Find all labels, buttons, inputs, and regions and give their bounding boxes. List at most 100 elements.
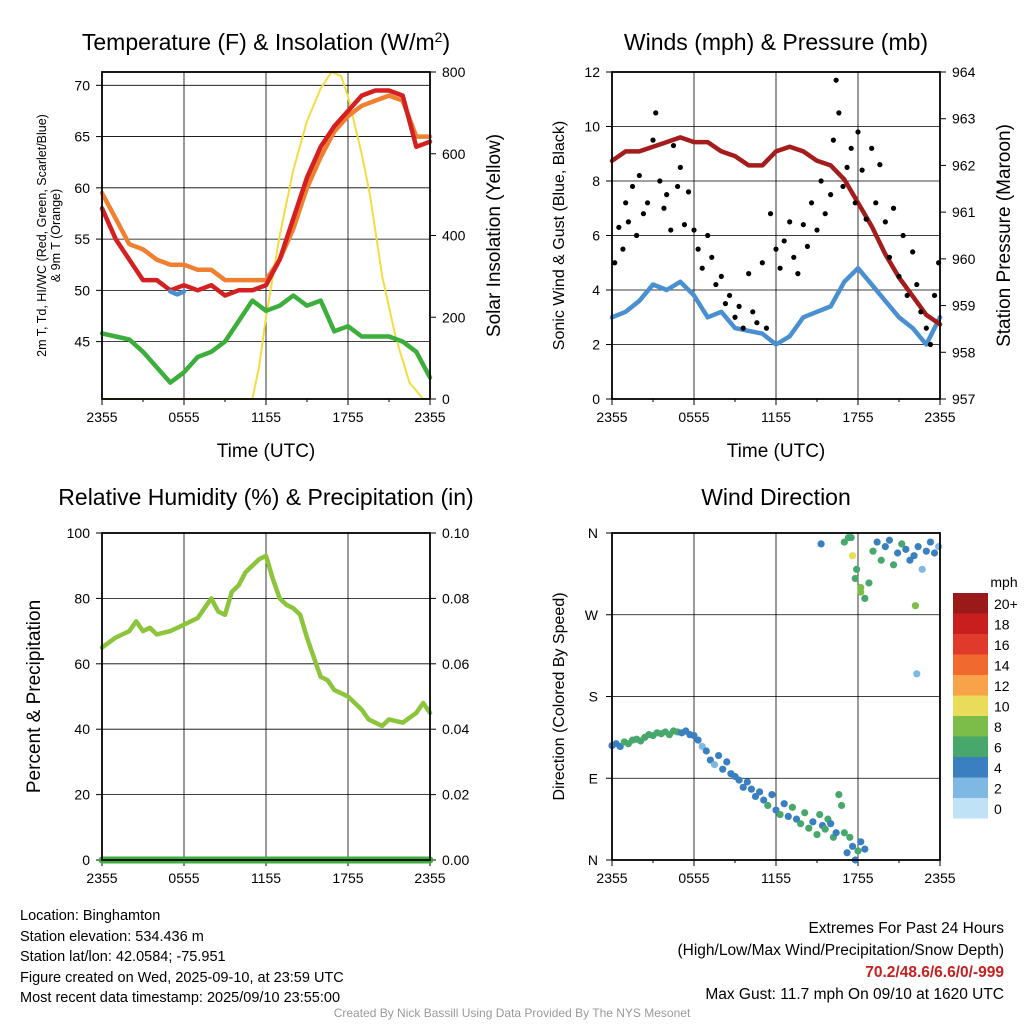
gust-point [904,292,910,299]
wind-direction-point [857,588,865,596]
x-tick-label: 2355 [86,870,117,886]
gust-point [709,254,715,260]
wind-direction-point [865,579,873,587]
station-info: Location: Binghamton Station elevation: … [20,906,344,1009]
gust-point [814,227,820,233]
y2-tick-label: 0.00 [442,852,469,868]
x-tick-label: 1155 [251,409,281,425]
gust-point [718,273,724,279]
gust-point [750,309,756,315]
y2-tick-label: 800 [442,64,466,80]
x-tick-label: 2355 [86,409,117,425]
y2-tick-label: 959 [952,298,976,314]
gust-point [873,200,879,206]
gust-point [844,164,850,170]
gust-point [691,227,697,233]
gust-point [863,216,869,222]
gust-point [877,162,883,168]
plot-frame [611,532,941,861]
gust-point [869,145,875,151]
y-axis-label: 2m T, Td, HI/WC (Red, Green, Scarlet/Blu… [35,114,49,357]
x-tick-label: 0555 [168,870,199,886]
wind-direction-point [898,540,906,548]
x-tick-label: 2355 [924,870,955,886]
x-tick-label: 2355 [414,409,445,425]
y2-tick-label: 200 [442,309,466,325]
extremes-box: Extremes For Past 24 Hours (High/Low/Max… [678,918,1005,1006]
gust-point [777,265,783,271]
colorbar-label: 16 [994,637,1010,653]
gust-point [767,211,774,217]
x-axis-label: Time (UTC) [217,441,316,462]
wind-direction-point [913,670,921,678]
y-tick-label: 55 [74,231,90,247]
wind-direction-point [854,847,862,855]
elevation-text: Station elevation: 534.436 m [20,928,204,945]
gust-point [800,222,806,228]
gust-point [629,183,636,190]
y-tick-label: 65 [74,129,90,145]
colorbar-swatch [953,613,988,634]
y-axis-label: Direction (Colored By Speed) [551,592,568,800]
gust-point [927,341,934,348]
wind-direction-point [935,543,943,551]
y-axis-label: Percent & Precipitation [24,600,45,793]
y2-axis-label: Station Pressure (Maroon) [994,124,1015,347]
wind-direction-point [926,538,935,546]
gust-point [787,219,793,225]
wind-direction-point [784,812,792,821]
x-tick-label: 0555 [168,409,199,425]
gust-point [763,325,770,331]
wind-direction-point [832,829,840,837]
gust-point [685,189,692,195]
y2-tick-label: 958 [952,344,976,360]
wind-direction-point [922,547,930,555]
chart-title: Winds (mph) & Pressure (mb) [624,29,928,55]
wind-direction-point [805,824,813,832]
wind-direction-point [835,791,843,799]
gust-point [670,142,677,149]
wind-direction-point [780,800,788,808]
wind-direction-point [776,810,784,819]
wind-direction-point [817,540,825,548]
y-tick-label: 70 [74,77,90,93]
y2-tick-label: 960 [952,251,976,267]
series-sonic-wind [609,265,943,347]
gust-point [746,271,752,277]
gust-point [636,172,642,179]
wind-direction-point [743,778,751,786]
wind-direction-point [861,845,869,853]
x-tick-label: 1155 [251,870,281,886]
wind-direction-point [930,549,939,557]
colorbar-swatch [953,757,988,778]
gust-point [886,254,893,260]
x-tick-label: 2355 [596,409,627,425]
title-superscript: 2 [435,29,443,45]
gust-point [653,110,659,116]
colorbar-swatch [953,634,988,655]
y-tick-label: 50 [74,282,90,298]
colorbar-swatch [953,736,988,757]
y2-tick-label: 963 [952,111,976,127]
gust-point [931,292,938,299]
x-tick-label: 1755 [332,870,363,886]
series-wind-chill [168,289,187,297]
y2-tick-label: 600 [442,146,466,162]
y-tick-label: N [588,525,598,541]
series-2m-td [99,293,433,385]
wind-direction-point [747,785,756,793]
wind-direction-point [889,561,898,569]
y2-tick-label: 0 [442,391,450,407]
y2-tick-label: 0.08 [442,590,469,606]
chart-title: Wind Direction [701,484,851,510]
y-axis-label-line2: & 9m T (Orange) [49,189,63,282]
location-text: Location: Binghamton [20,908,161,924]
extremes-subtitle: (High/Low/Max Wind/Precipitation/Snow De… [677,942,1005,959]
wind-direction-point [848,552,857,560]
max-gust-text: Max Gust: 11.7 mph On 09/10 at 1620 UTC [705,986,1004,1003]
gust-point [855,129,861,135]
gust-point [726,292,733,299]
gust-point [612,260,618,266]
colorbar-label: 18 [994,617,1010,633]
colorbar-swatch [953,777,988,798]
